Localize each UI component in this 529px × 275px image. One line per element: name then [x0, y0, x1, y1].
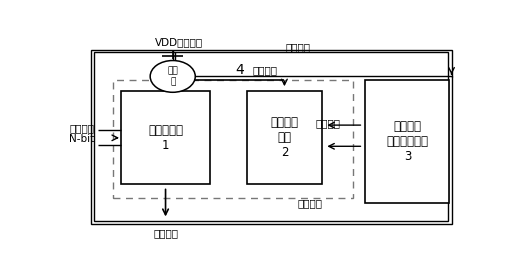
- Bar: [247, 91, 322, 185]
- Text: 功耗信息: 功耗信息: [285, 42, 311, 52]
- Text: 4: 4: [235, 63, 244, 77]
- Text: 神经网络
功耗预测模块
3: 神经网络 功耗预测模块 3: [386, 120, 428, 163]
- Bar: [91, 50, 451, 224]
- Text: 输入明文
N-bit: 输入明文 N-bit: [69, 123, 94, 144]
- Ellipse shape: [150, 60, 195, 92]
- Text: 功耗补偿
电路
2: 功耗补偿 电路 2: [270, 116, 298, 159]
- Text: 输出密文: 输出密文: [153, 228, 178, 238]
- Bar: [94, 52, 448, 221]
- Text: 密码电路: 密码电路: [297, 199, 323, 208]
- Text: VDD供电电源: VDD供电电源: [155, 37, 203, 48]
- Text: 电流
计: 电流 计: [167, 67, 178, 86]
- Text: 加解密模块
1: 加解密模块 1: [148, 124, 183, 152]
- Bar: [113, 79, 353, 198]
- Text: 电源开关: 电源开关: [253, 65, 278, 75]
- Bar: [122, 91, 209, 185]
- Bar: [366, 79, 450, 204]
- Text: 配置参数: 配置参数: [315, 118, 340, 128]
